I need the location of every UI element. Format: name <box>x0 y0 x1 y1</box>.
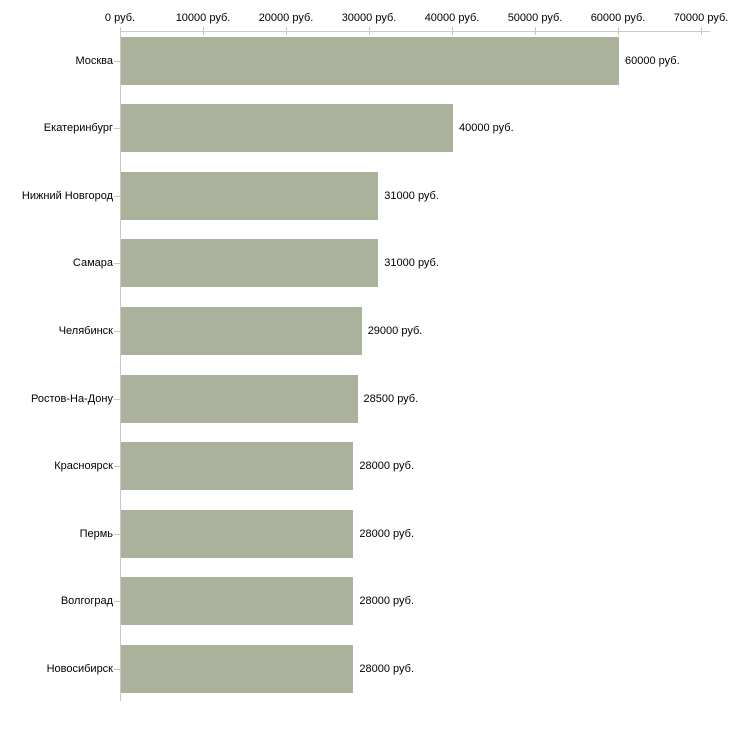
category-label: Нижний Новгород <box>21 189 113 202</box>
x-axis-tick-label: 20000 руб. <box>258 12 314 24</box>
value-label: 31000 руб. <box>384 189 439 202</box>
bar <box>121 577 354 626</box>
x-axis-tick-label: 10000 руб. <box>175 12 231 24</box>
category-label: Самара <box>72 257 113 270</box>
category-tick <box>114 128 120 130</box>
bar <box>121 171 379 220</box>
value-label: 40000 руб. <box>459 122 514 135</box>
category-label: Москва <box>75 54 113 67</box>
x-axis-tick-label: 0 руб. <box>104 12 136 24</box>
bar <box>121 239 379 288</box>
category-tick <box>114 330 120 332</box>
bar <box>121 509 354 558</box>
category-tick <box>114 263 120 265</box>
x-axis-tick-label: 30000 руб. <box>341 12 397 24</box>
x-axis-tick-label: 40000 руб. <box>424 12 480 24</box>
bar <box>121 306 362 355</box>
category-tick <box>114 195 120 197</box>
category-label: Ростов-На-Дону <box>30 392 113 405</box>
bar <box>121 36 619 85</box>
value-label: 28000 руб. <box>359 527 415 540</box>
category-tick <box>114 601 120 603</box>
y-axis-line <box>120 31 121 701</box>
category-tick <box>114 398 120 400</box>
x-axis-tick-label: 50000 руб. <box>507 12 563 24</box>
bar <box>121 644 354 693</box>
category-tick <box>114 533 120 535</box>
bar <box>121 104 453 153</box>
category-label: Красноярск <box>54 460 113 473</box>
x-axis-tick-label: 70000 руб. <box>673 12 729 24</box>
bar <box>121 374 358 423</box>
value-label: 28500 руб. <box>363 392 419 405</box>
category-tick <box>114 466 120 468</box>
category-label: Пермь <box>79 527 113 540</box>
category-tick <box>114 668 120 670</box>
category-label: Челябинск <box>58 324 113 337</box>
x-axis-tick-label: 60000 руб. <box>590 12 646 24</box>
value-label: 28000 руб. <box>359 595 415 608</box>
value-label: 60000 руб. <box>625 54 680 67</box>
category-label: Екатеринбург <box>43 122 113 135</box>
x-axis-line <box>120 31 710 32</box>
value-label: 31000 руб. <box>384 257 439 270</box>
category-label: Новосибирск <box>46 662 113 675</box>
value-label: 28000 руб. <box>359 460 415 473</box>
category-label: Волгоград <box>60 595 113 608</box>
bar <box>121 442 354 491</box>
value-label: 28000 руб. <box>359 662 415 675</box>
category-tick <box>114 60 120 62</box>
value-label: 29000 руб. <box>367 324 423 337</box>
